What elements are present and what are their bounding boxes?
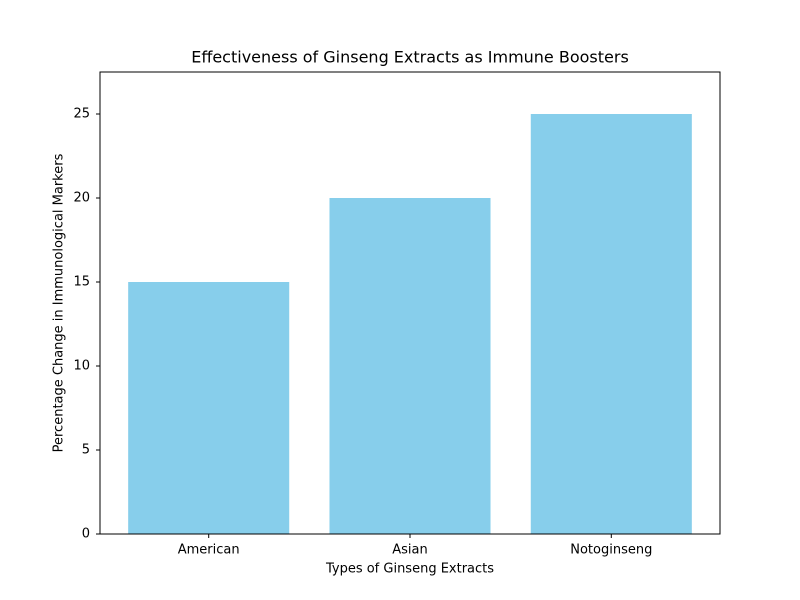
plot-frame xyxy=(99,71,721,535)
x-tick-label: Notoginseng xyxy=(570,543,652,558)
y-axis-label: Percentage Change in Immunological Marke… xyxy=(52,153,67,452)
x-axis-label: Types of Ginseng Extracts xyxy=(325,562,494,577)
y-tick-label: 10 xyxy=(73,359,90,374)
y-tick-label: 5 xyxy=(82,443,90,458)
y-tick-label: 0 xyxy=(82,527,90,542)
y-tick-label: 20 xyxy=(73,191,90,206)
bar xyxy=(128,282,290,534)
bar xyxy=(530,114,692,534)
x-tick-label: Asian xyxy=(392,543,427,558)
y-tick-label: 25 xyxy=(73,107,90,122)
x-tick-label: American xyxy=(178,543,240,558)
bar xyxy=(329,198,491,534)
y-tick-label: 15 xyxy=(73,275,90,290)
chart-title: Effectiveness of Ginseng Extracts as Imm… xyxy=(191,48,629,67)
